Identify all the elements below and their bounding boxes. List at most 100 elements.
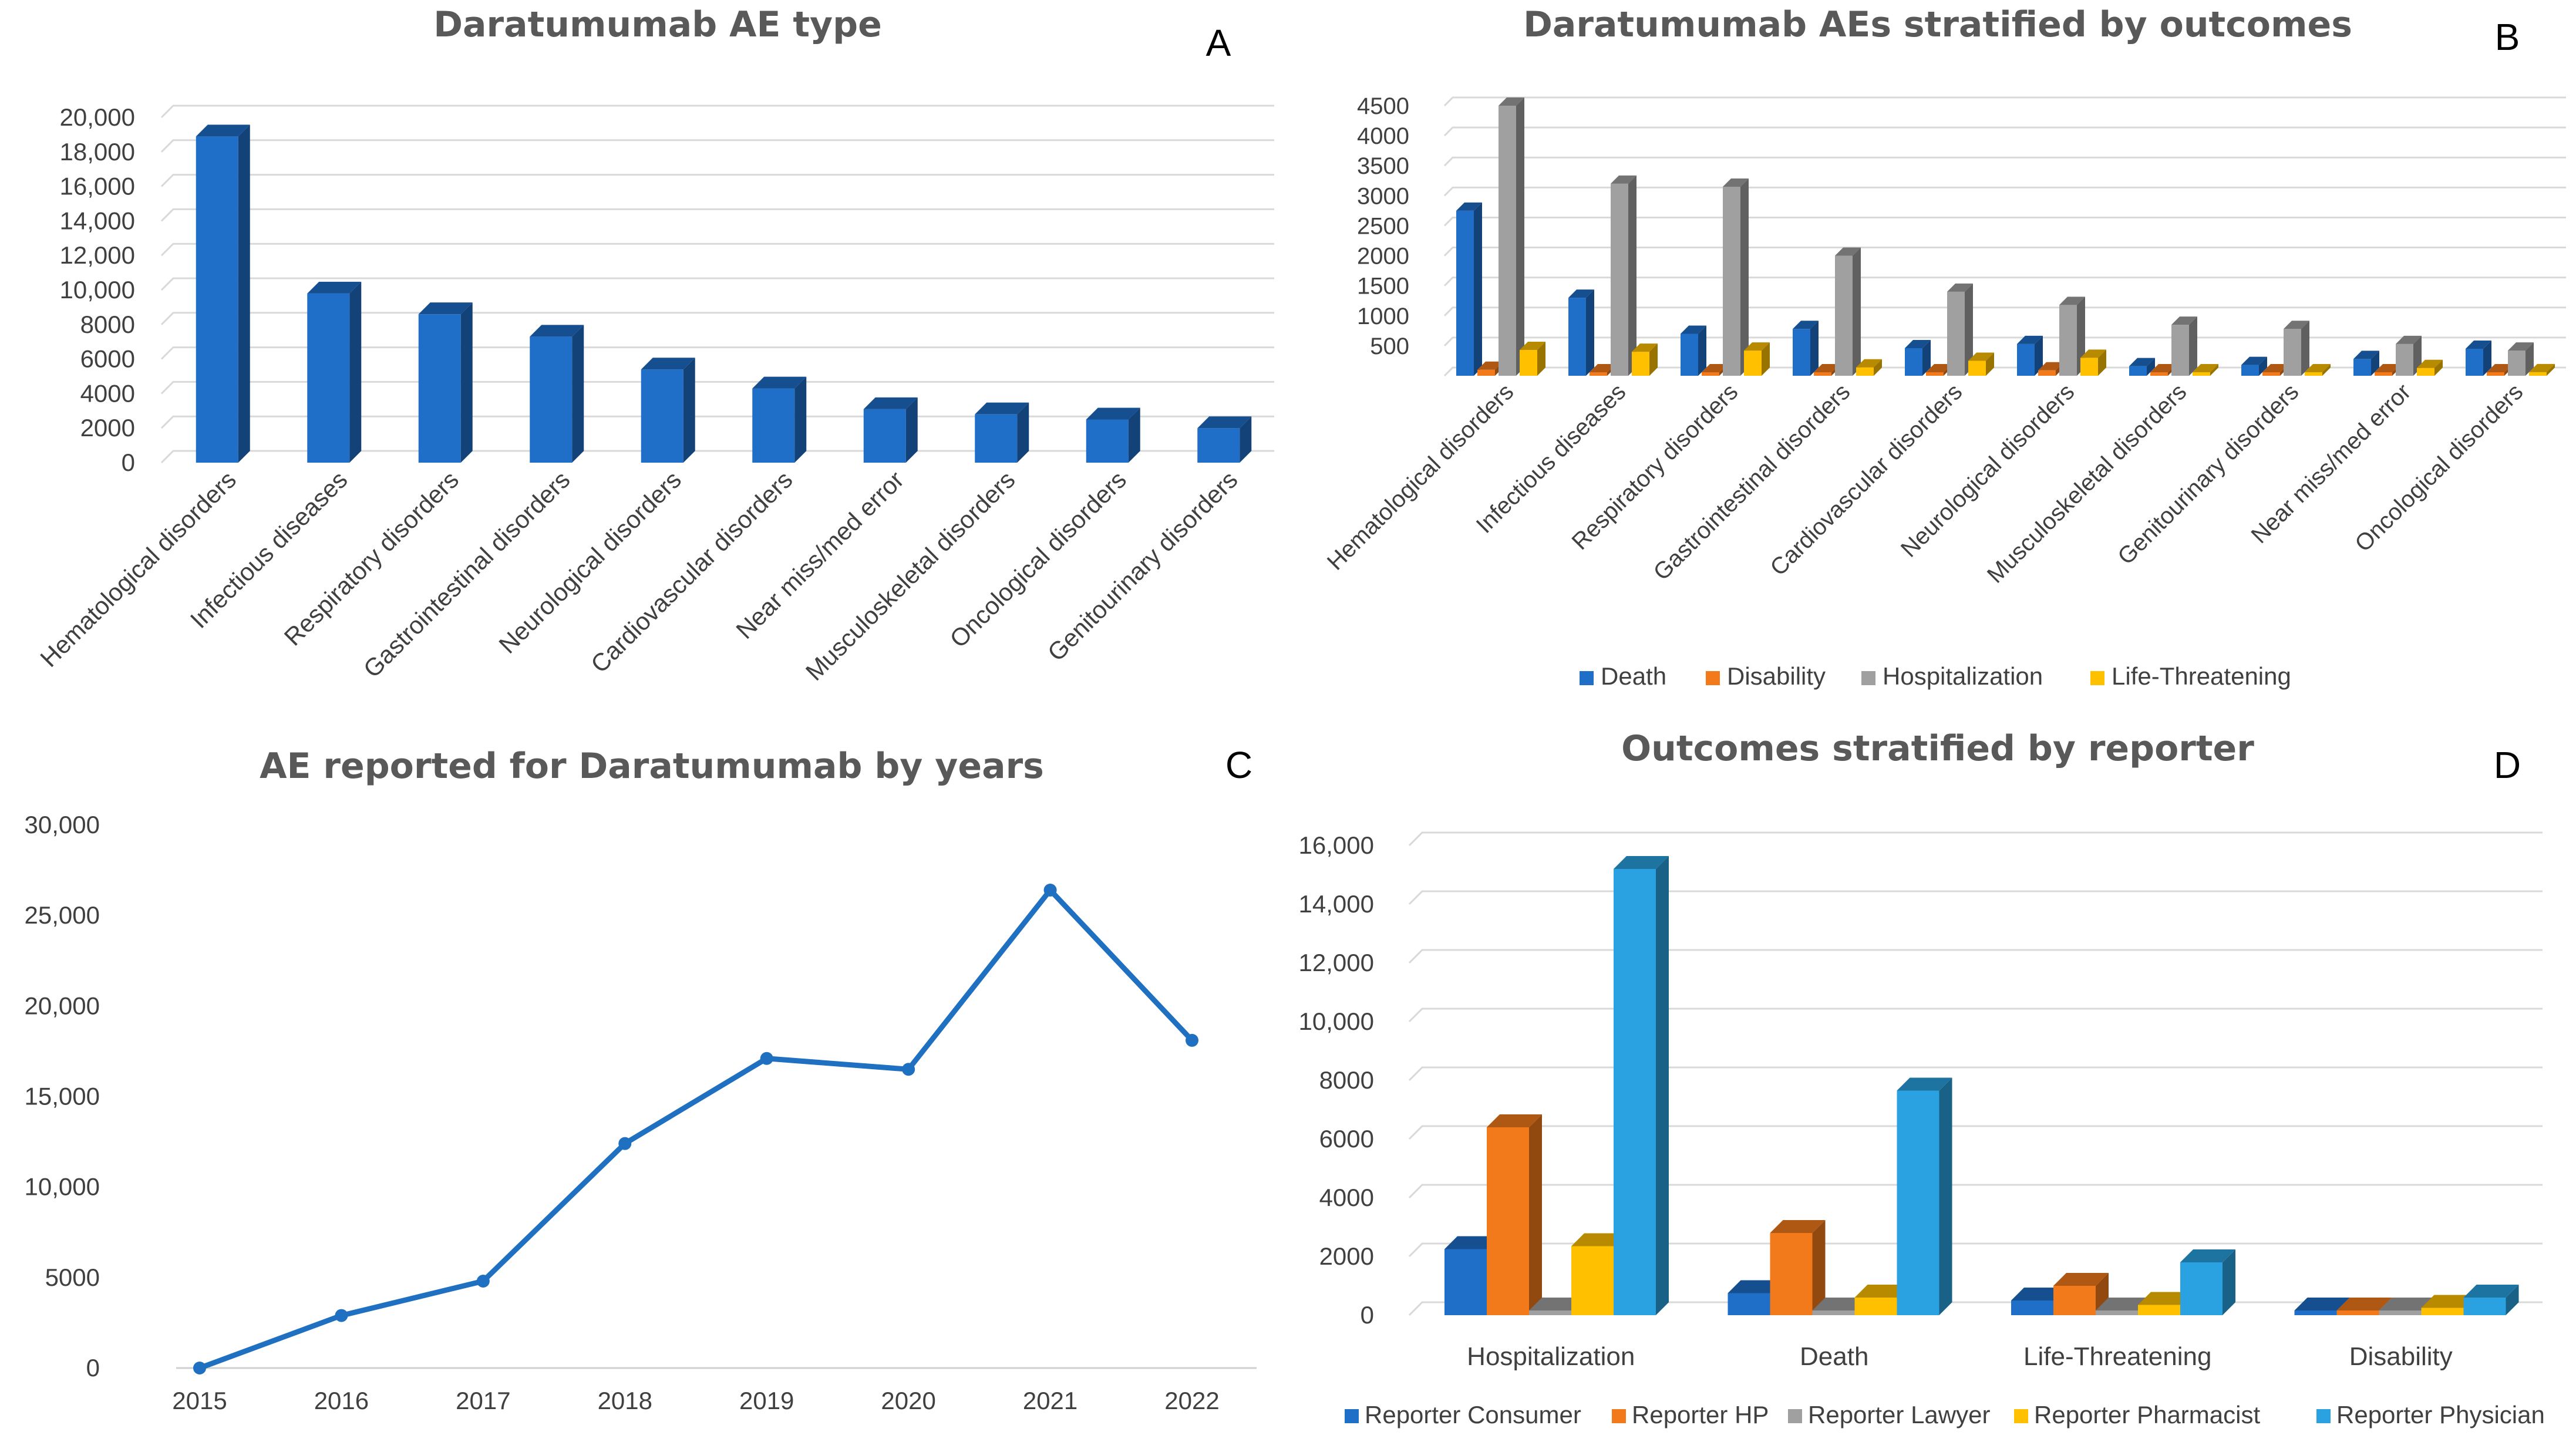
bar-infectious-diseases-life-threatening — [1632, 343, 1658, 376]
bar-near-miss-med-error-disability-top — [2375, 364, 2400, 372]
bar-respiratory-disorders-disability-top — [1702, 364, 1728, 372]
bar-gastrointestinal-disorders-hospitalization-front — [1835, 255, 1853, 376]
bar-cardiovascular-disorders — [752, 376, 807, 463]
bar-genitourinary-disorders-hospitalization-top — [2284, 321, 2309, 329]
bar-infectious-diseases-hospitalization-top — [1611, 175, 1636, 184]
x-tick-label: Genitourinary disorders — [1042, 466, 1243, 666]
legend-label: Reporter HP — [1632, 1401, 1769, 1428]
x-tick-label: 2016 — [314, 1387, 369, 1414]
legend-label: Reporter Lawyer — [1808, 1401, 1990, 1428]
gridline — [1443, 247, 2566, 257]
gridline — [1443, 216, 2566, 227]
x-tick-label: 2017 — [456, 1387, 510, 1414]
x-tick-label: Gastrointestinal disorders — [1649, 379, 1856, 585]
x-tick-label: Cardiovascular disorders — [1765, 379, 1967, 581]
bar-infectious-diseases-front — [307, 293, 350, 463]
gridline — [160, 312, 1274, 325]
y-tick-label: 8000 — [80, 311, 135, 338]
gridline — [160, 346, 1274, 360]
legend-label: Death — [1601, 662, 1666, 690]
gridline — [1408, 1066, 2543, 1082]
bar-hospitalization-reporter-physician-top — [1614, 856, 1669, 869]
gridline — [160, 105, 1274, 119]
x-tick-label: Death — [1800, 1342, 1868, 1371]
bar-musculoskeletal-disorders-death-top — [2129, 358, 2155, 366]
x-tick-label: Musculoskeletal disorders — [800, 466, 1021, 686]
bar-disability-reporter-hp-front — [2336, 1310, 2379, 1315]
x-tick-label: 2019 — [739, 1387, 794, 1414]
data-point-2017 — [476, 1275, 490, 1288]
bar-infectious-diseases-disability-top — [1590, 364, 1615, 372]
gridline — [160, 208, 1274, 222]
legend-swatch — [1612, 1409, 1626, 1423]
bar-respiratory-disorders-life-threatening-side — [1762, 342, 1770, 376]
y-tick-label: 4000 — [1357, 123, 1409, 149]
bar-genitourinary-disorders-death-front — [2241, 365, 2259, 376]
bar-gastrointestinal-disorders-hospitalization — [1835, 247, 1861, 376]
bar-hematological-disorders-side — [238, 124, 250, 463]
bar-hospitalization-reporter-hp — [1487, 1114, 1542, 1315]
panel-a-bars — [196, 124, 1252, 463]
bar-neurological-disorders-death-front — [2017, 343, 2035, 376]
bar-respiratory-disorders — [418, 302, 473, 463]
bar-musculoskeletal-disorders-disability-front — [2150, 372, 2168, 376]
y-tick-label: 0 — [122, 449, 135, 476]
y-tick-label: 6000 — [1319, 1125, 1374, 1153]
y-tick-label: 500 — [1370, 333, 1409, 359]
bar-respiratory-disorders-top — [418, 302, 473, 315]
x-tick-label: 2022 — [1164, 1387, 1219, 1414]
bar-musculoskeletal-disorders-front — [975, 414, 1018, 463]
bar-infectious-diseases-death — [1568, 289, 1594, 376]
bar-infectious-diseases-death-top — [1568, 289, 1594, 298]
bar-cardiovascular-disorders-life-threatening — [1968, 352, 1994, 376]
bar-genitourinary-disorders-life-threatening — [2305, 364, 2331, 376]
bar-hospitalization-reporter-lawyer-front — [1529, 1310, 1571, 1315]
bar-genitourinary-disorders-side — [1240, 416, 1252, 463]
x-tick-label: 2020 — [881, 1387, 935, 1414]
bar-hospitalization-reporter-hp-front — [1487, 1127, 1529, 1315]
legend-swatch — [1706, 671, 1720, 685]
legend-label: Reporter Consumer — [1365, 1401, 1581, 1428]
bar-respiratory-disorders-hospitalization-top — [1723, 178, 1749, 187]
bar-gastrointestinal-disorders-death-side — [1810, 321, 1819, 376]
bar-oncological-disorders-life-threatening-front — [2529, 372, 2547, 376]
bar-disability-reporter-physician-top — [2463, 1285, 2519, 1298]
bar-death-reporter-physician-side — [1939, 1077, 1952, 1315]
bar-near-miss-med-error-death — [2353, 351, 2379, 376]
bar-near-miss-med-error-life-threatening-top — [2417, 359, 2443, 368]
bar-respiratory-disorders-death-side — [1698, 325, 1706, 376]
panel-b-outcomes: Daratumumab AEs stratified by outcomes B… — [1322, 4, 2566, 690]
panel-c-title: AE reported for Daratumumab by years — [260, 746, 1044, 787]
panel-a-ae-type: Daratumumab AE type A 0 2000 4000 6000 8000 1… — [35, 4, 1274, 686]
bar-neurological-disorders-death-side — [2035, 335, 2043, 376]
bar-gastrointestinal-disorders-disability-top — [1814, 364, 1840, 372]
bar-respiratory-disorders-hospitalization-front — [1723, 187, 1740, 376]
bar-hematological-disorders-top — [196, 124, 250, 137]
bar-death-reporter-consumer-front — [1728, 1293, 1770, 1315]
bar-cardiovascular-disorders-hospitalization-front — [1947, 291, 1965, 376]
bar-near-miss-med-error-death-side — [2371, 351, 2379, 376]
bar-hematological-disorders-hospitalization-top — [1499, 97, 1524, 106]
bar-oncological-disorders-death — [2466, 341, 2491, 376]
legend-item-death: Death — [1580, 662, 1666, 690]
panel-d-legend: Reporter Consumer Reporter HP Reporter Law… — [1345, 1401, 2545, 1428]
bar-near-miss-med-error-front — [863, 409, 906, 463]
gridline — [160, 380, 1274, 395]
bar-cardiovascular-disorders-hospitalization — [1947, 283, 1973, 376]
bar-genitourinary-disorders — [1197, 416, 1252, 463]
bar-cardiovascular-disorders-front — [752, 388, 795, 463]
data-point-2018 — [618, 1137, 632, 1150]
bar-neurological-disorders-death — [2017, 335, 2043, 376]
bar-neurological-disorders-hospitalization-front — [2059, 305, 2077, 376]
bar-neurological-disorders-life-threatening-side — [2098, 349, 2106, 376]
bar-oncological-disorders — [1086, 407, 1140, 463]
bar-neurological-disorders-disability-top — [2038, 362, 2064, 370]
y-tick-label: 1000 — [1357, 304, 1409, 329]
bar-death-reporter-pharmacist-front — [1854, 1298, 1897, 1315]
legend-item-reporter-lawyer: Reporter Lawyer — [1788, 1401, 1990, 1428]
bar-neurological-disorders-disability-front — [2038, 370, 2056, 376]
bar-hospitalization-reporter-hp-top — [1487, 1114, 1542, 1127]
bar-genitourinary-disorders-disability-top — [2262, 364, 2288, 372]
bar-oncological-disorders-life-threatening — [2529, 363, 2555, 376]
